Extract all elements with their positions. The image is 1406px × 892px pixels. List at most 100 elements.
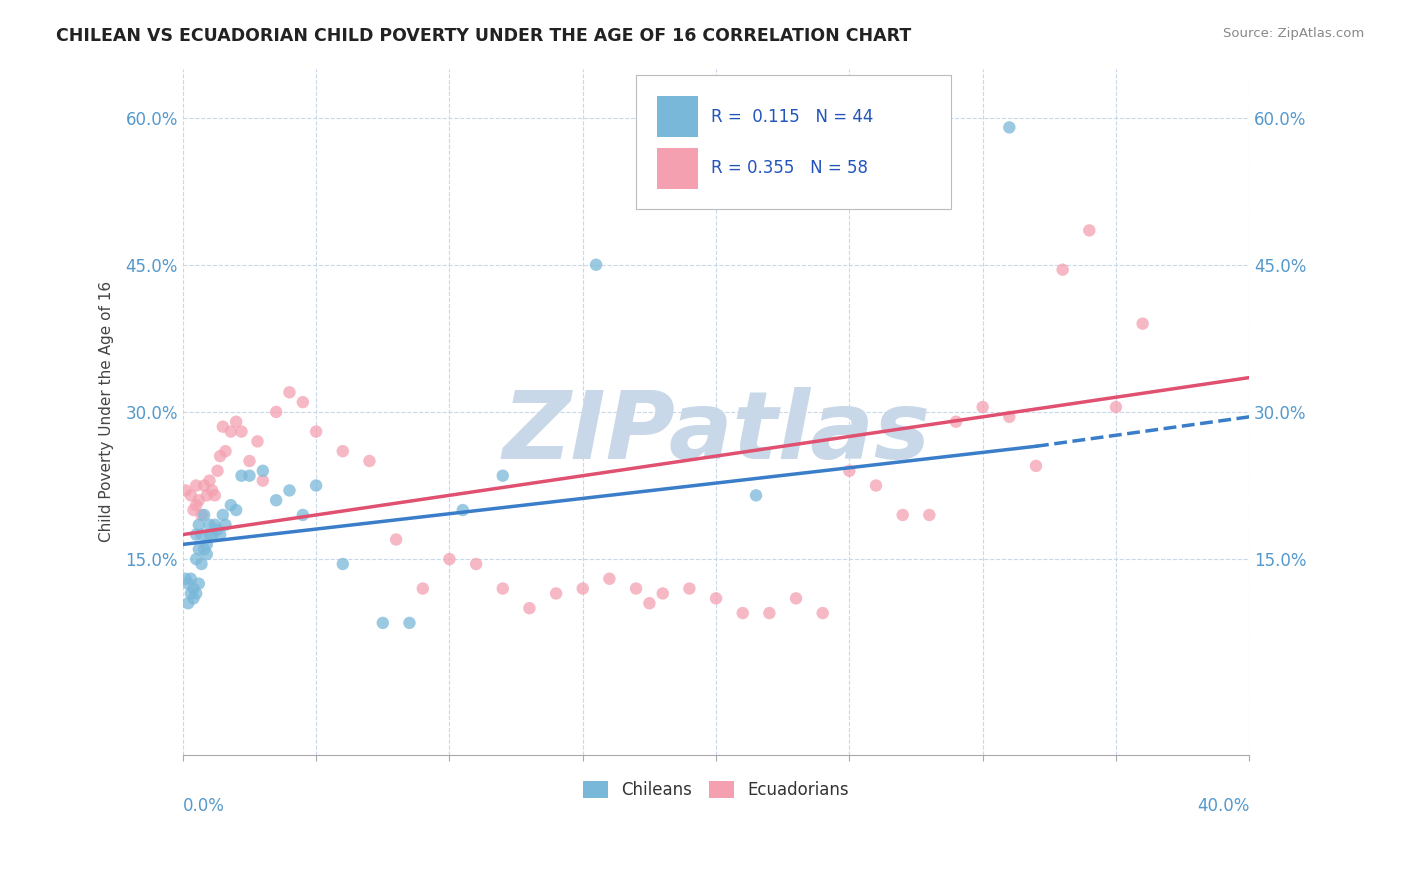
Point [214, 517, 236, 532]
Y-axis label: Child Poverty Under the Age of 16: Child Poverty Under the Age of 16 [100, 281, 114, 542]
Point [385, 533, 408, 547]
FancyBboxPatch shape [658, 96, 697, 137]
Point [412, 582, 434, 596]
Point [439, 552, 461, 566]
Point [211, 508, 233, 522]
Point [651, 586, 673, 600]
Point [201, 483, 224, 498]
Point [207, 464, 229, 478]
Point [177, 576, 200, 591]
Point [264, 405, 287, 419]
Point [585, 258, 607, 272]
Point [238, 468, 260, 483]
Point [678, 582, 700, 596]
Point [1052, 262, 1074, 277]
Point [174, 483, 197, 498]
Point [291, 508, 314, 522]
Point [198, 474, 221, 488]
Point [195, 547, 218, 561]
Point [211, 419, 233, 434]
Point [332, 444, 354, 458]
Legend: Chileans, Ecuadorians: Chileans, Ecuadorians [576, 774, 856, 805]
Point [190, 527, 212, 541]
Point [198, 527, 221, 541]
Point [186, 552, 208, 566]
Point [195, 488, 218, 502]
Point [945, 415, 967, 429]
Point [918, 508, 941, 522]
Point [1132, 317, 1154, 331]
Point [193, 508, 215, 522]
Point [225, 503, 247, 517]
Point [231, 468, 253, 483]
Point [571, 582, 593, 596]
Point [183, 503, 205, 517]
Point [219, 498, 242, 512]
Point [811, 606, 834, 620]
Point [186, 527, 208, 541]
Point [207, 523, 229, 537]
Point [745, 488, 768, 502]
Point [305, 425, 328, 439]
Point [219, 425, 242, 439]
Point [186, 586, 208, 600]
Point [214, 444, 236, 458]
Point [891, 508, 914, 522]
Text: 0.0%: 0.0% [183, 797, 225, 814]
Point [264, 493, 287, 508]
Point [398, 615, 420, 630]
FancyBboxPatch shape [658, 147, 697, 189]
Point [519, 601, 541, 615]
Point [198, 517, 221, 532]
Point [231, 425, 253, 439]
Point [180, 586, 202, 600]
Point [186, 498, 208, 512]
Point [465, 557, 488, 571]
Point [291, 395, 314, 409]
Point [183, 591, 205, 606]
Point [865, 478, 887, 492]
Point [180, 572, 202, 586]
Point [371, 615, 394, 630]
Point [638, 596, 661, 610]
Point [193, 542, 215, 557]
Text: ZIPatlas: ZIPatlas [502, 386, 931, 478]
Point [278, 385, 301, 400]
Text: R = 0.355   N = 58: R = 0.355 N = 58 [710, 159, 868, 178]
Point [1025, 458, 1047, 473]
Point [193, 478, 215, 492]
Point [252, 464, 274, 478]
Point [246, 434, 269, 449]
Point [225, 415, 247, 429]
Point [1105, 400, 1128, 414]
Point [187, 576, 209, 591]
Point [332, 557, 354, 571]
Point [183, 582, 205, 596]
Point [492, 468, 515, 483]
Point [201, 527, 224, 541]
Point [998, 120, 1021, 135]
Text: Source: ZipAtlas.com: Source: ZipAtlas.com [1223, 27, 1364, 40]
Point [195, 537, 218, 551]
Point [190, 508, 212, 522]
Point [209, 527, 232, 541]
Point [187, 542, 209, 557]
Point [180, 488, 202, 502]
Point [624, 582, 647, 596]
Point [598, 572, 620, 586]
Point [359, 454, 381, 468]
Point [209, 449, 232, 463]
Point [838, 464, 860, 478]
Point [1078, 223, 1101, 237]
Point [758, 606, 780, 620]
Point [972, 400, 994, 414]
Point [204, 488, 226, 502]
Point [305, 478, 328, 492]
Point [238, 454, 260, 468]
Point [492, 582, 515, 596]
Point [190, 557, 212, 571]
Point [998, 409, 1021, 424]
Point [731, 606, 754, 620]
Point [204, 517, 226, 532]
Text: 40.0%: 40.0% [1197, 797, 1250, 814]
